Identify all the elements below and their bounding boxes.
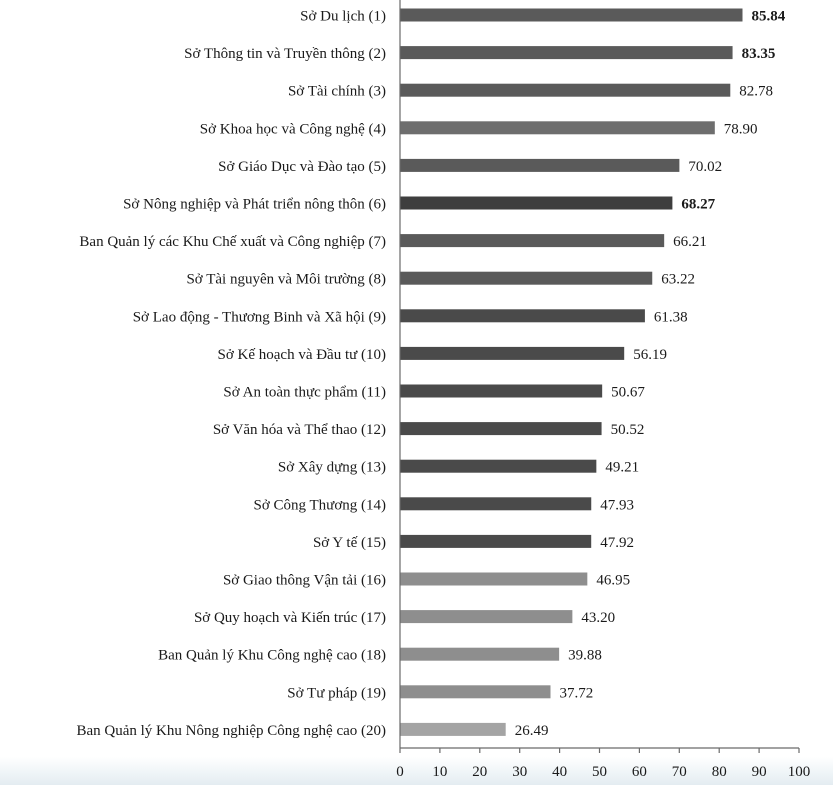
x-tick-label: 90 (752, 764, 767, 780)
value-label: 39.88 (568, 648, 602, 664)
bar (400, 610, 573, 624)
category-label: Sở Tư pháp (19) (287, 685, 386, 701)
category-label: Ban Quản lý Khu Nông nghiệp Công nghệ ca… (76, 723, 386, 739)
category-label: Sở Văn hóa và Thể thao (12) (213, 422, 386, 438)
bar (400, 497, 592, 511)
bar (400, 158, 680, 172)
value-label: 47.93 (600, 497, 634, 513)
category-label: Sở Xây dựng (13) (278, 460, 386, 476)
category-label: Sở Y tế (15) (313, 535, 386, 551)
bar (400, 647, 560, 661)
category-label: Sở An toàn thực phẩm (11) (223, 385, 386, 401)
category-label: Ban Quản lý Khu Công nghệ cao (18) (158, 648, 386, 664)
x-tick-label: 70 (672, 764, 687, 780)
bar (400, 346, 625, 360)
value-label: 82.78 (739, 84, 773, 100)
bar (400, 572, 588, 586)
category-label: Sở Quy hoạch và Kiến trúc (17) (194, 610, 386, 626)
x-tick-label: 10 (432, 764, 447, 780)
category-label: Sở Tài nguyên và Môi trường (8) (186, 272, 386, 288)
category-label: Sở Khoa học và Công nghệ (4) (200, 121, 386, 137)
category-label: Sở Nông nghiệp và Phát triển nông thôn (… (123, 197, 386, 213)
bar (400, 8, 743, 22)
category-label: Sở Giáo Dục và Đào tạo (5) (218, 159, 386, 175)
value-label: 37.72 (560, 685, 594, 701)
category-label: Sở Lao động - Thương Binh và Xã hội (9) (133, 309, 386, 325)
bar (400, 422, 602, 436)
x-tick-label: 80 (712, 764, 727, 780)
value-label: 43.20 (581, 610, 615, 626)
value-label: 63.22 (661, 272, 695, 288)
x-tick-label: 30 (512, 764, 527, 780)
bar (400, 121, 715, 135)
category-label: Sở Kế hoạch và Đầu tư (10) (217, 347, 386, 363)
category-label: Ban Quản lý các Khu Chế xuất và Công ngh… (79, 234, 386, 250)
x-tick-label: 50 (592, 764, 607, 780)
value-label: 83.35 (742, 46, 776, 62)
category-label: Sở Du lịch (1) (300, 9, 386, 25)
value-label: 50.52 (611, 422, 645, 438)
value-label: 70.02 (688, 159, 722, 175)
value-label: 49.21 (605, 460, 639, 476)
bar (400, 685, 551, 699)
bar (400, 309, 645, 323)
x-tick-label: 40 (552, 764, 567, 780)
value-label: 61.38 (654, 309, 688, 325)
value-label: 78.90 (724, 121, 758, 137)
bar (400, 196, 673, 210)
x-tick-label: 20 (472, 764, 487, 780)
bar (400, 271, 653, 285)
x-tick-label: 0 (396, 764, 404, 780)
category-label: Sở Thông tin và Truyền thông (2) (184, 46, 386, 62)
x-tick-label: 100 (788, 764, 811, 780)
page-bottom-band (0, 757, 833, 785)
x-tick-label: 60 (632, 764, 647, 780)
bar (400, 83, 731, 97)
value-label: 85.84 (752, 9, 786, 25)
value-label: 56.19 (633, 347, 667, 363)
category-label: Sở Tài chính (3) (288, 84, 386, 100)
bar (400, 384, 603, 398)
bar (400, 234, 665, 248)
value-label: 26.49 (515, 723, 549, 739)
value-label: 68.27 (681, 197, 715, 213)
bar (400, 459, 597, 473)
value-label: 47.92 (600, 535, 634, 551)
bar (400, 534, 592, 548)
value-label: 50.67 (611, 385, 645, 401)
category-label: Sở Công Thương (14) (254, 497, 386, 513)
value-label: 46.95 (596, 573, 630, 589)
category-label: Sở Giao thông Vận tải (16) (223, 573, 386, 589)
bar (400, 722, 506, 736)
bar (400, 46, 733, 60)
value-label: 66.21 (673, 234, 707, 250)
